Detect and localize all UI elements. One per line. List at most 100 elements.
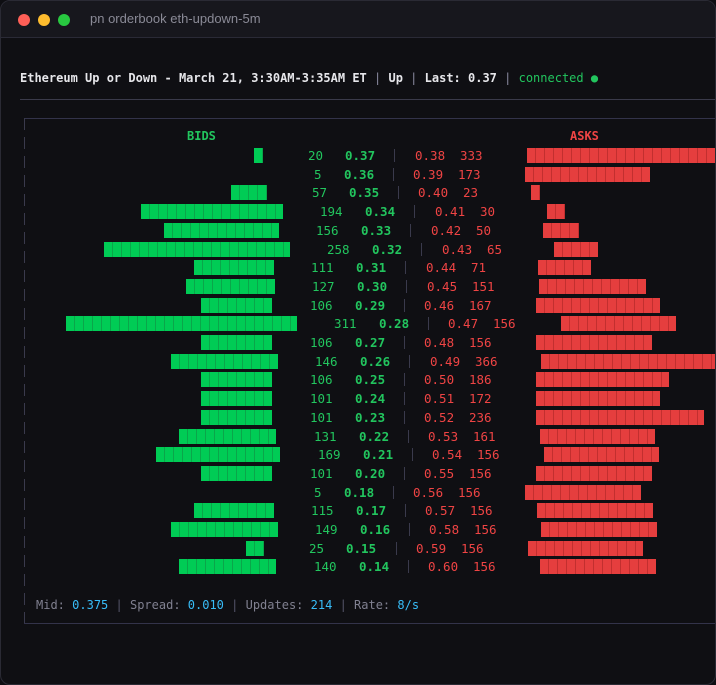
orderbook-row: 194 0.34 0.41 30 [1,204,715,222]
ask-size: 156 [469,335,492,350]
ask-size: 30 [480,204,496,219]
bid-depth-bar [186,279,275,294]
bid-price: 0.24 [355,391,386,406]
ask-depth-bar [539,279,646,294]
panel-border-left [24,118,25,624]
bid-depth-bar [171,522,278,537]
ask-size: 172 [469,391,492,406]
orderbook-row: 311 0.28 0.47 156 [1,316,715,334]
ask-depth-bar [554,242,598,257]
ask-size: 156 [474,522,497,537]
ask-depth-bar [525,485,641,500]
ask-price: 0.39 [413,167,444,182]
ask-size: 186 [469,372,492,387]
bid-depth-bar [201,298,272,313]
spread-divider [412,448,413,461]
ask-price: 0.58 [429,522,460,537]
bid-price: 0.25 [355,372,386,387]
bid-depth-bar [179,559,276,574]
orderbook-row: 106 0.29 0.46 167 [1,298,715,316]
close-window-button[interactable] [18,14,30,26]
ask-price: 0.42 [431,223,462,238]
ask-depth-bar [538,260,591,275]
spread-divider [409,523,410,536]
spread-divider [393,486,394,499]
ask-size: 167 [469,298,492,313]
bid-depth-bar [66,316,297,331]
spread-divider [405,504,406,517]
orderbook-row: 5 0.18 0.56 156 [1,485,715,503]
separator: | [231,598,239,612]
ask-depth-bar [536,335,652,350]
orderbook-row: 258 0.32 0.43 65 [1,242,715,260]
orderbook-row: 101 0.20 0.55 156 [1,466,715,484]
ask-size: 156 [493,316,516,331]
bid-price: 0.22 [359,429,390,444]
bid-size: 311 [334,316,357,331]
bid-size: 115 [311,503,334,518]
bid-size: 5 [314,167,322,182]
bid-price: 0.33 [361,223,392,238]
spread-divider [398,186,399,199]
last-price: 0.37 [468,71,497,85]
ask-depth-bar [531,185,540,200]
bid-price: 0.15 [346,541,377,556]
spread-divider [408,560,409,573]
connection-status: connected [518,71,584,85]
bid-size: 140 [314,559,337,574]
orderbook-row: 146 0.26 0.49 366 [1,354,715,372]
bid-size: 131 [314,429,337,444]
bid-price: 0.20 [355,466,386,481]
orderbook-row: 149 0.16 0.58 156 [1,522,715,540]
ask-size: 23 [463,185,479,200]
ask-depth-bar [525,167,650,182]
ask-price: 0.54 [432,447,463,462]
minimize-window-button[interactable] [38,14,50,26]
orderbook-row: 106 0.27 0.48 156 [1,335,715,353]
bid-depth-bar [201,372,272,387]
bid-size: 57 [312,185,328,200]
ask-size: 156 [469,466,492,481]
bid-price: 0.36 [344,167,375,182]
outcome-label: Up [388,71,403,85]
bid-depth-bar [141,204,283,219]
bid-size: 101 [310,410,333,425]
ask-depth-bar [541,354,715,369]
ask-size: 50 [476,223,492,238]
orderbook-row: 57 0.35 0.40 23 [1,185,715,203]
spread-divider [405,261,406,274]
orderbook-row: 101 0.23 0.52 236 [1,410,715,428]
ask-depth-bar [544,447,659,462]
bid-size: 20 [308,148,324,163]
orderbook-row: 25 0.15 0.59 156 [1,541,715,559]
bid-price: 0.16 [360,522,391,537]
title-bar: pn orderbook eth-updown-5m [1,1,715,38]
spread-divider [406,280,407,293]
bid-price: 0.31 [356,260,387,275]
ask-price: 0.45 [427,279,458,294]
orderbook-row: 127 0.30 0.45 151 [1,279,715,297]
ask-depth-bar [543,223,579,238]
bid-depth-bar [171,354,278,369]
orderbook-row: 20 0.37 0.38 333 [1,148,715,166]
ask-price: 0.43 [442,242,473,257]
bid-size: 106 [310,372,333,387]
ask-depth-bar [540,559,656,574]
spread-divider [404,299,405,312]
orderbook-panel [24,118,715,624]
maximize-window-button[interactable] [58,14,70,26]
ask-price: 0.48 [424,335,455,350]
updates-label: Updates: [245,598,304,612]
spread-divider [404,411,405,424]
header-divider [20,99,715,100]
ask-size: 236 [469,410,492,425]
bid-size: 111 [311,260,334,275]
bid-size: 101 [310,391,333,406]
mid-value: 0.375 [72,598,109,612]
bid-price: 0.23 [355,410,386,425]
ask-depth-bar [547,204,565,219]
spread-divider [393,168,394,181]
bid-depth-bar [254,148,263,163]
spread-divider [428,317,429,330]
bid-size: 106 [310,335,333,350]
